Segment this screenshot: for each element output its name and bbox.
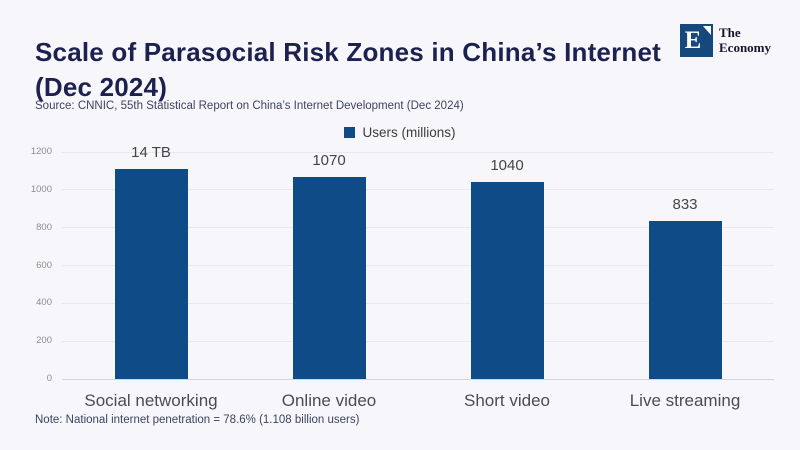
gridline	[62, 265, 774, 266]
title-line-2: (Dec 2024)	[35, 72, 168, 103]
x-axis-category-label: Short video	[464, 391, 550, 410]
bar	[292, 176, 366, 379]
gridline	[62, 378, 774, 380]
y-axis-tick-label: 0	[46, 373, 52, 384]
y-axis-tick-label: 400	[36, 297, 52, 309]
page-title: Scale of Parasocial Risk Zones in China’…	[35, 35, 675, 105]
bar-value-label: 14 TB	[131, 144, 171, 162]
x-axis-category-label: Online video	[281, 391, 377, 410]
logo-e-icon: E	[680, 24, 713, 57]
y-axis-tick-label: 600	[36, 259, 52, 271]
logo-word-line2: Economy	[719, 39, 771, 55]
gridline	[62, 189, 774, 191]
brand-logo: E The Economy	[680, 24, 771, 57]
bar	[648, 221, 722, 379]
y-axis-tick-label: 800	[36, 221, 52, 233]
legend-swatch-icon	[344, 127, 356, 138]
x-axis-category-label: Social networking	[84, 391, 218, 410]
y-axis-tick-label: 200	[36, 335, 52, 347]
bar	[470, 182, 544, 379]
plot-area: 0 200 400 600 800 1000 1200 14 TB Social network…	[31, 144, 774, 410]
gridline	[62, 227, 774, 229]
gridline	[62, 340, 774, 342]
legend: Users (millions)	[0, 125, 800, 140]
bar-value-label: 1070	[312, 151, 346, 169]
bar-value-label: 833	[672, 196, 698, 214]
gridline	[62, 302, 774, 304]
y-axis-tick-label: 1200	[30, 146, 52, 157]
note-text: Note: National internet penetration = 78…	[35, 414, 360, 426]
logo-wordmark: The Economy	[719, 26, 771, 54]
legend-label: Users (millions)	[362, 125, 456, 140]
gridline	[62, 151, 774, 153]
title-line-1: Scale of Parasocial Risk Zones in China’…	[35, 37, 662, 68]
logo-word-line1: The	[719, 25, 741, 41]
logo-notch-icon	[703, 26, 711, 35]
x-axis-category-label: Live streaming	[629, 391, 741, 410]
y-axis-tick-label: 1000	[30, 183, 52, 195]
source-text: Source: CNNIC, 55th Statistical Report o…	[35, 100, 464, 112]
bar	[114, 169, 188, 379]
bar-value-label: 1040	[490, 157, 524, 175]
logo-letter: E	[684, 26, 702, 54]
